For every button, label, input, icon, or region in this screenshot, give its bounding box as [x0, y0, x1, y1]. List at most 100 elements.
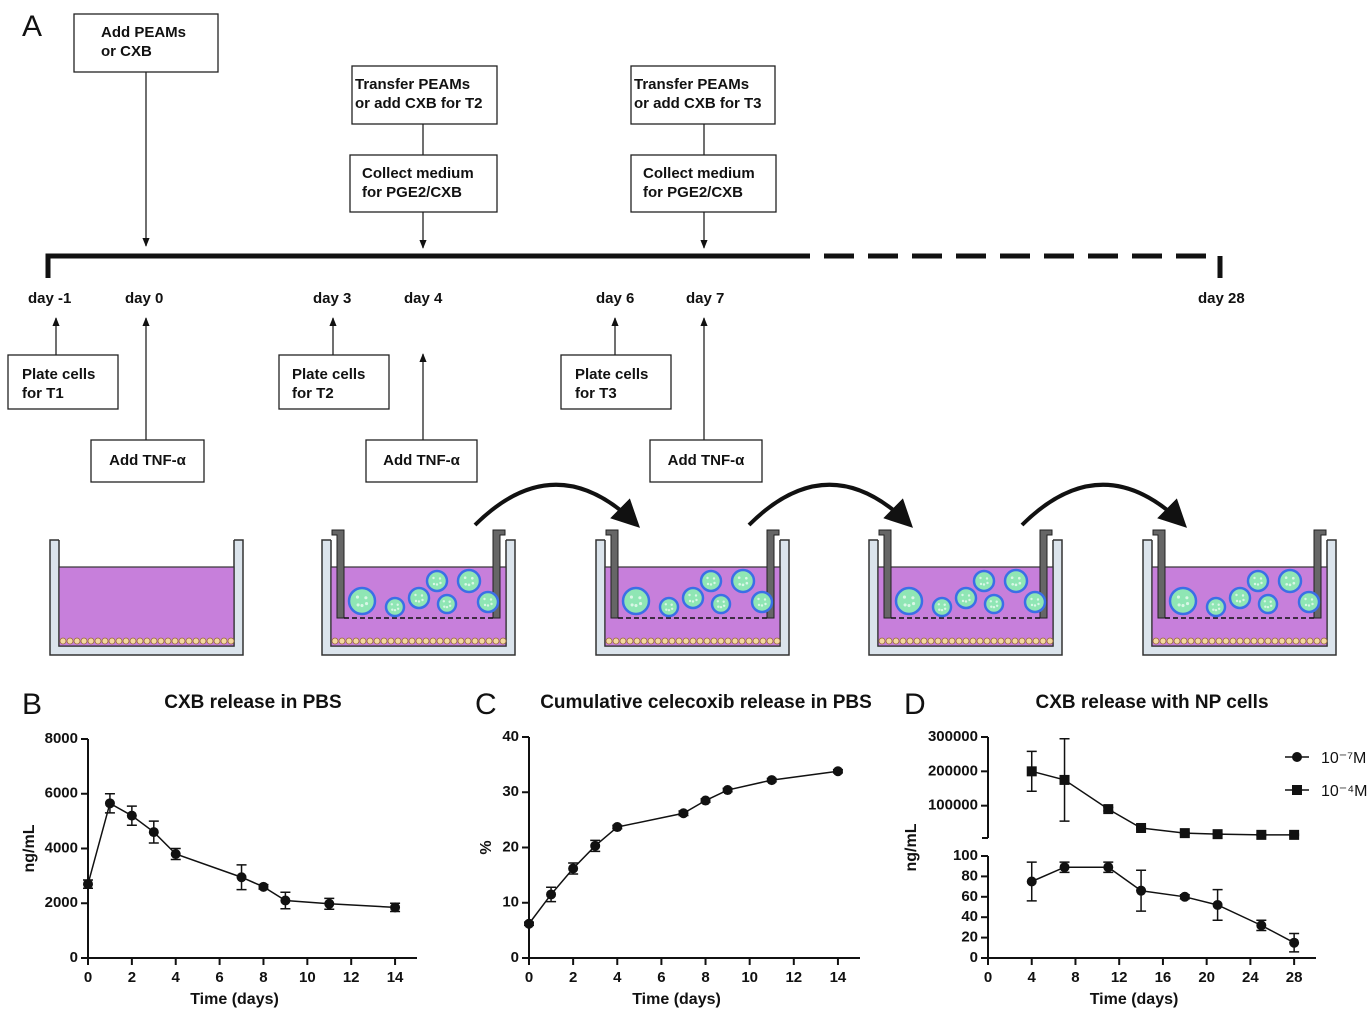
y-tick-label: 30	[502, 783, 519, 800]
sphere-dot	[1218, 604, 1220, 606]
sphere-dot	[449, 601, 451, 603]
cell	[374, 638, 380, 644]
cell	[1300, 638, 1306, 644]
cell	[956, 638, 962, 644]
cell	[179, 638, 185, 644]
sphere-dot	[356, 596, 359, 599]
sphere-dot	[907, 604, 910, 607]
cell	[606, 638, 612, 644]
microsphere	[1248, 571, 1268, 591]
cell	[186, 638, 192, 644]
box-text: Add TNF-α	[668, 452, 745, 469]
x-tick-label: 28	[1286, 969, 1303, 986]
cell	[137, 638, 143, 644]
page: {"panel_a": {"label": "A", "top_boxes": …	[0, 0, 1370, 1009]
sphere-dot	[414, 594, 416, 596]
sphere-dot	[764, 598, 766, 600]
sphere-dot	[764, 603, 766, 605]
sphere-dot	[449, 605, 451, 607]
cell	[879, 638, 885, 644]
cell	[228, 638, 234, 644]
marker	[127, 811, 137, 821]
transfer-arrow	[475, 485, 636, 525]
y-tick-label: 100000	[928, 797, 978, 814]
sphere-dot	[962, 600, 964, 602]
microsphere	[732, 570, 754, 592]
sphere-dot	[990, 606, 992, 608]
microsphere	[1230, 588, 1250, 608]
microsphere	[458, 570, 480, 592]
x-tick-label: 0	[984, 969, 992, 986]
x-tick-label: 14	[387, 969, 404, 986]
sphere-dot	[1177, 596, 1180, 599]
cell	[472, 638, 478, 644]
sphere-dot	[1015, 584, 1018, 587]
sphere-dot	[668, 609, 670, 611]
cell	[1279, 638, 1285, 644]
cell	[697, 638, 703, 644]
box-text: Plate cells	[575, 366, 648, 383]
cell	[753, 638, 759, 644]
cell	[207, 638, 213, 644]
sphere-dot	[720, 606, 722, 608]
cell	[1286, 638, 1292, 644]
x-tick-label: 12	[343, 969, 360, 986]
cell	[1265, 638, 1271, 644]
cell	[662, 638, 668, 644]
cell	[1005, 638, 1011, 644]
sphere-dot	[1236, 600, 1238, 602]
sphere-dot	[717, 600, 719, 602]
cell	[914, 638, 920, 644]
sphere-dot	[1212, 603, 1214, 605]
box-text: Plate cells	[22, 366, 95, 383]
sphere-dot	[439, 582, 441, 584]
series-line	[529, 771, 838, 923]
sphere-dot	[1289, 584, 1292, 587]
marker	[258, 882, 268, 892]
sphere-dot	[1264, 606, 1266, 608]
sphere-dot	[938, 609, 940, 611]
y-tick-label: 0	[70, 949, 78, 966]
sphere-dot	[671, 608, 673, 610]
cell	[193, 638, 199, 644]
cell	[158, 638, 164, 644]
cell	[935, 638, 941, 644]
sphere-dot	[1215, 609, 1217, 611]
microsphere	[478, 592, 498, 612]
box-text: Collect medium	[643, 165, 755, 182]
sphere-dot	[1037, 603, 1039, 605]
cell	[704, 638, 710, 644]
y-axis-label: ng/mL	[21, 824, 38, 872]
y-tick-label: 200000	[928, 762, 978, 779]
cell	[144, 638, 150, 644]
cell	[746, 638, 752, 644]
x-tick-label: 2	[569, 969, 577, 986]
cell	[620, 638, 626, 644]
transfer-arrow	[1022, 485, 1183, 525]
microsphere	[1299, 592, 1319, 612]
microsphere	[933, 598, 951, 616]
cell	[172, 638, 178, 644]
cell	[634, 638, 640, 644]
cell	[641, 638, 647, 644]
sphere-dot	[986, 577, 988, 579]
sphere-dot	[630, 596, 633, 599]
cell	[1012, 638, 1018, 644]
cell	[1188, 638, 1194, 644]
day-label: day -1	[28, 290, 71, 307]
sphere-dot	[912, 602, 915, 605]
microsphere	[1005, 570, 1027, 592]
cell	[963, 638, 969, 644]
sphere-dot	[757, 598, 759, 600]
y-tick-label: 0	[970, 949, 978, 966]
sphere-dot	[665, 603, 667, 605]
well	[1143, 530, 1336, 655]
sphere-dot	[713, 582, 715, 584]
box-text: or add CXB for T2	[355, 95, 483, 112]
sphere-dot	[421, 594, 423, 596]
sphere-dot	[986, 582, 988, 584]
sphere-dot	[471, 577, 474, 580]
box-text: for PGE2/CXB	[362, 184, 462, 201]
sphere-dot	[688, 594, 690, 596]
cell	[648, 638, 654, 644]
